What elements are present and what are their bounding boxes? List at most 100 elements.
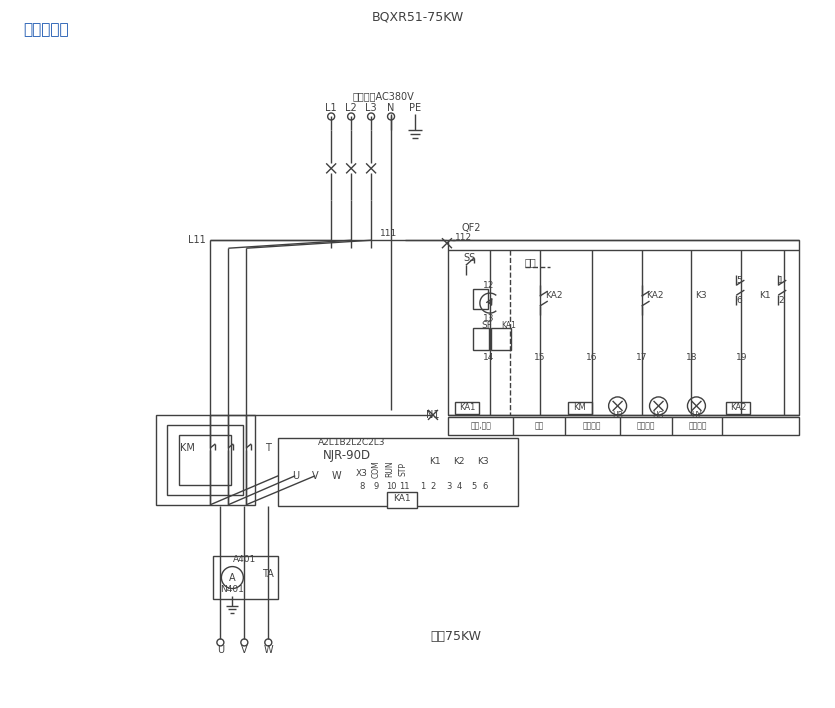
Circle shape [265,639,271,646]
Bar [155,415,256,505]
Text: 19: 19 [736,353,747,362]
Text: 启动,停止: 启动,停止 [470,421,491,430]
Text: KA1: KA1 [501,321,516,329]
Circle shape [687,397,706,415]
Text: 短接: 短接 [524,257,537,267]
Text: 17: 17 [635,353,647,362]
Text: 频路指示: 频路指示 [636,421,655,430]
Circle shape [221,566,243,588]
Text: 6: 6 [482,482,488,491]
Text: N: N [387,103,395,113]
Bar [180,435,231,485]
Bar [214,556,278,598]
Text: HR: HR [612,411,623,421]
Text: 14: 14 [483,353,494,362]
Text: W: W [264,646,273,656]
Text: 5: 5 [471,482,477,491]
Text: 故障指示: 故障指示 [688,421,706,430]
Text: QF2: QF2 [462,223,482,233]
Text: 11: 11 [399,482,409,491]
Text: SS: SS [463,253,475,263]
Text: 2: 2 [430,482,436,491]
Text: W: W [331,471,341,481]
Circle shape [609,397,626,415]
Text: 2: 2 [778,296,784,304]
Bar [473,289,488,309]
Text: 4: 4 [456,482,462,491]
Text: HG: HG [653,411,665,421]
Text: X3: X3 [357,469,368,479]
Text: 6: 6 [736,296,742,304]
Text: 13: 13 [483,314,494,323]
Text: N1: N1 [427,410,440,420]
Text: BQXR51-75KW: BQXR51-75KW [372,11,464,23]
Text: K1: K1 [759,290,771,299]
Text: L1: L1 [326,103,337,113]
Text: K2: K2 [453,457,464,467]
Text: L3: L3 [365,103,377,113]
Text: 进线电压AC380V: 进线电压AC380V [352,91,414,101]
Bar [448,240,799,415]
Text: 8: 8 [359,482,365,491]
Text: T: T [266,442,271,453]
Circle shape [387,113,395,120]
Text: U: U [217,646,224,656]
Bar [568,402,592,414]
Circle shape [347,113,355,120]
Text: L2: L2 [345,103,357,113]
Text: 10: 10 [386,482,397,491]
Text: TA: TA [262,569,274,578]
Text: SF: SF [482,321,493,329]
Text: KA2: KA2 [646,290,664,299]
Text: 112: 112 [455,233,472,241]
Bar [726,402,751,414]
Text: KM: KM [180,442,195,453]
Text: A401: A401 [233,555,256,564]
Text: COM: COM [372,460,381,478]
Text: V: V [241,646,248,656]
Text: 电气原理图: 电气原理图 [23,23,68,38]
Text: V: V [312,471,318,481]
Text: PE: PE [409,103,421,113]
Text: 3: 3 [446,482,452,491]
Text: KA2: KA2 [730,404,746,412]
Text: 12: 12 [483,280,494,290]
Text: KA2: KA2 [544,290,562,299]
Bar [473,328,488,350]
Text: NJR-90D: NJR-90D [323,450,372,462]
Text: KM: KM [574,404,586,412]
Text: 18: 18 [686,353,697,362]
Circle shape [367,113,375,120]
Text: U: U [291,471,299,481]
Circle shape [327,113,335,120]
Text: L11: L11 [188,235,205,245]
Text: 9: 9 [373,482,379,491]
Text: KA1: KA1 [458,404,475,412]
Text: 电源指示: 电源指示 [582,421,601,430]
Text: 15: 15 [534,353,545,362]
Bar [168,425,243,495]
Text: RUN: RUN [386,460,395,477]
Circle shape [217,639,224,646]
Text: 电机75KW: 电机75KW [430,630,481,643]
Text: A: A [229,573,235,583]
Text: 1: 1 [420,482,426,491]
Bar [491,328,511,350]
Text: 1: 1 [778,275,784,285]
Circle shape [650,397,667,415]
Text: HY: HY [691,411,701,421]
Text: 5: 5 [736,275,742,285]
Bar [387,492,417,508]
Bar [448,417,799,435]
Text: N401: N401 [220,585,245,594]
Text: 运行: 运行 [534,421,544,430]
Text: 16: 16 [586,353,597,362]
Text: 111: 111 [380,229,397,238]
Circle shape [240,639,248,646]
Bar [455,402,479,414]
Text: K3: K3 [477,457,488,467]
Bar [278,438,518,506]
Text: K1: K1 [429,457,441,467]
Text: A2L1B2L2C2L3: A2L1B2L2C2L3 [318,438,386,447]
Text: KA1: KA1 [393,494,411,503]
